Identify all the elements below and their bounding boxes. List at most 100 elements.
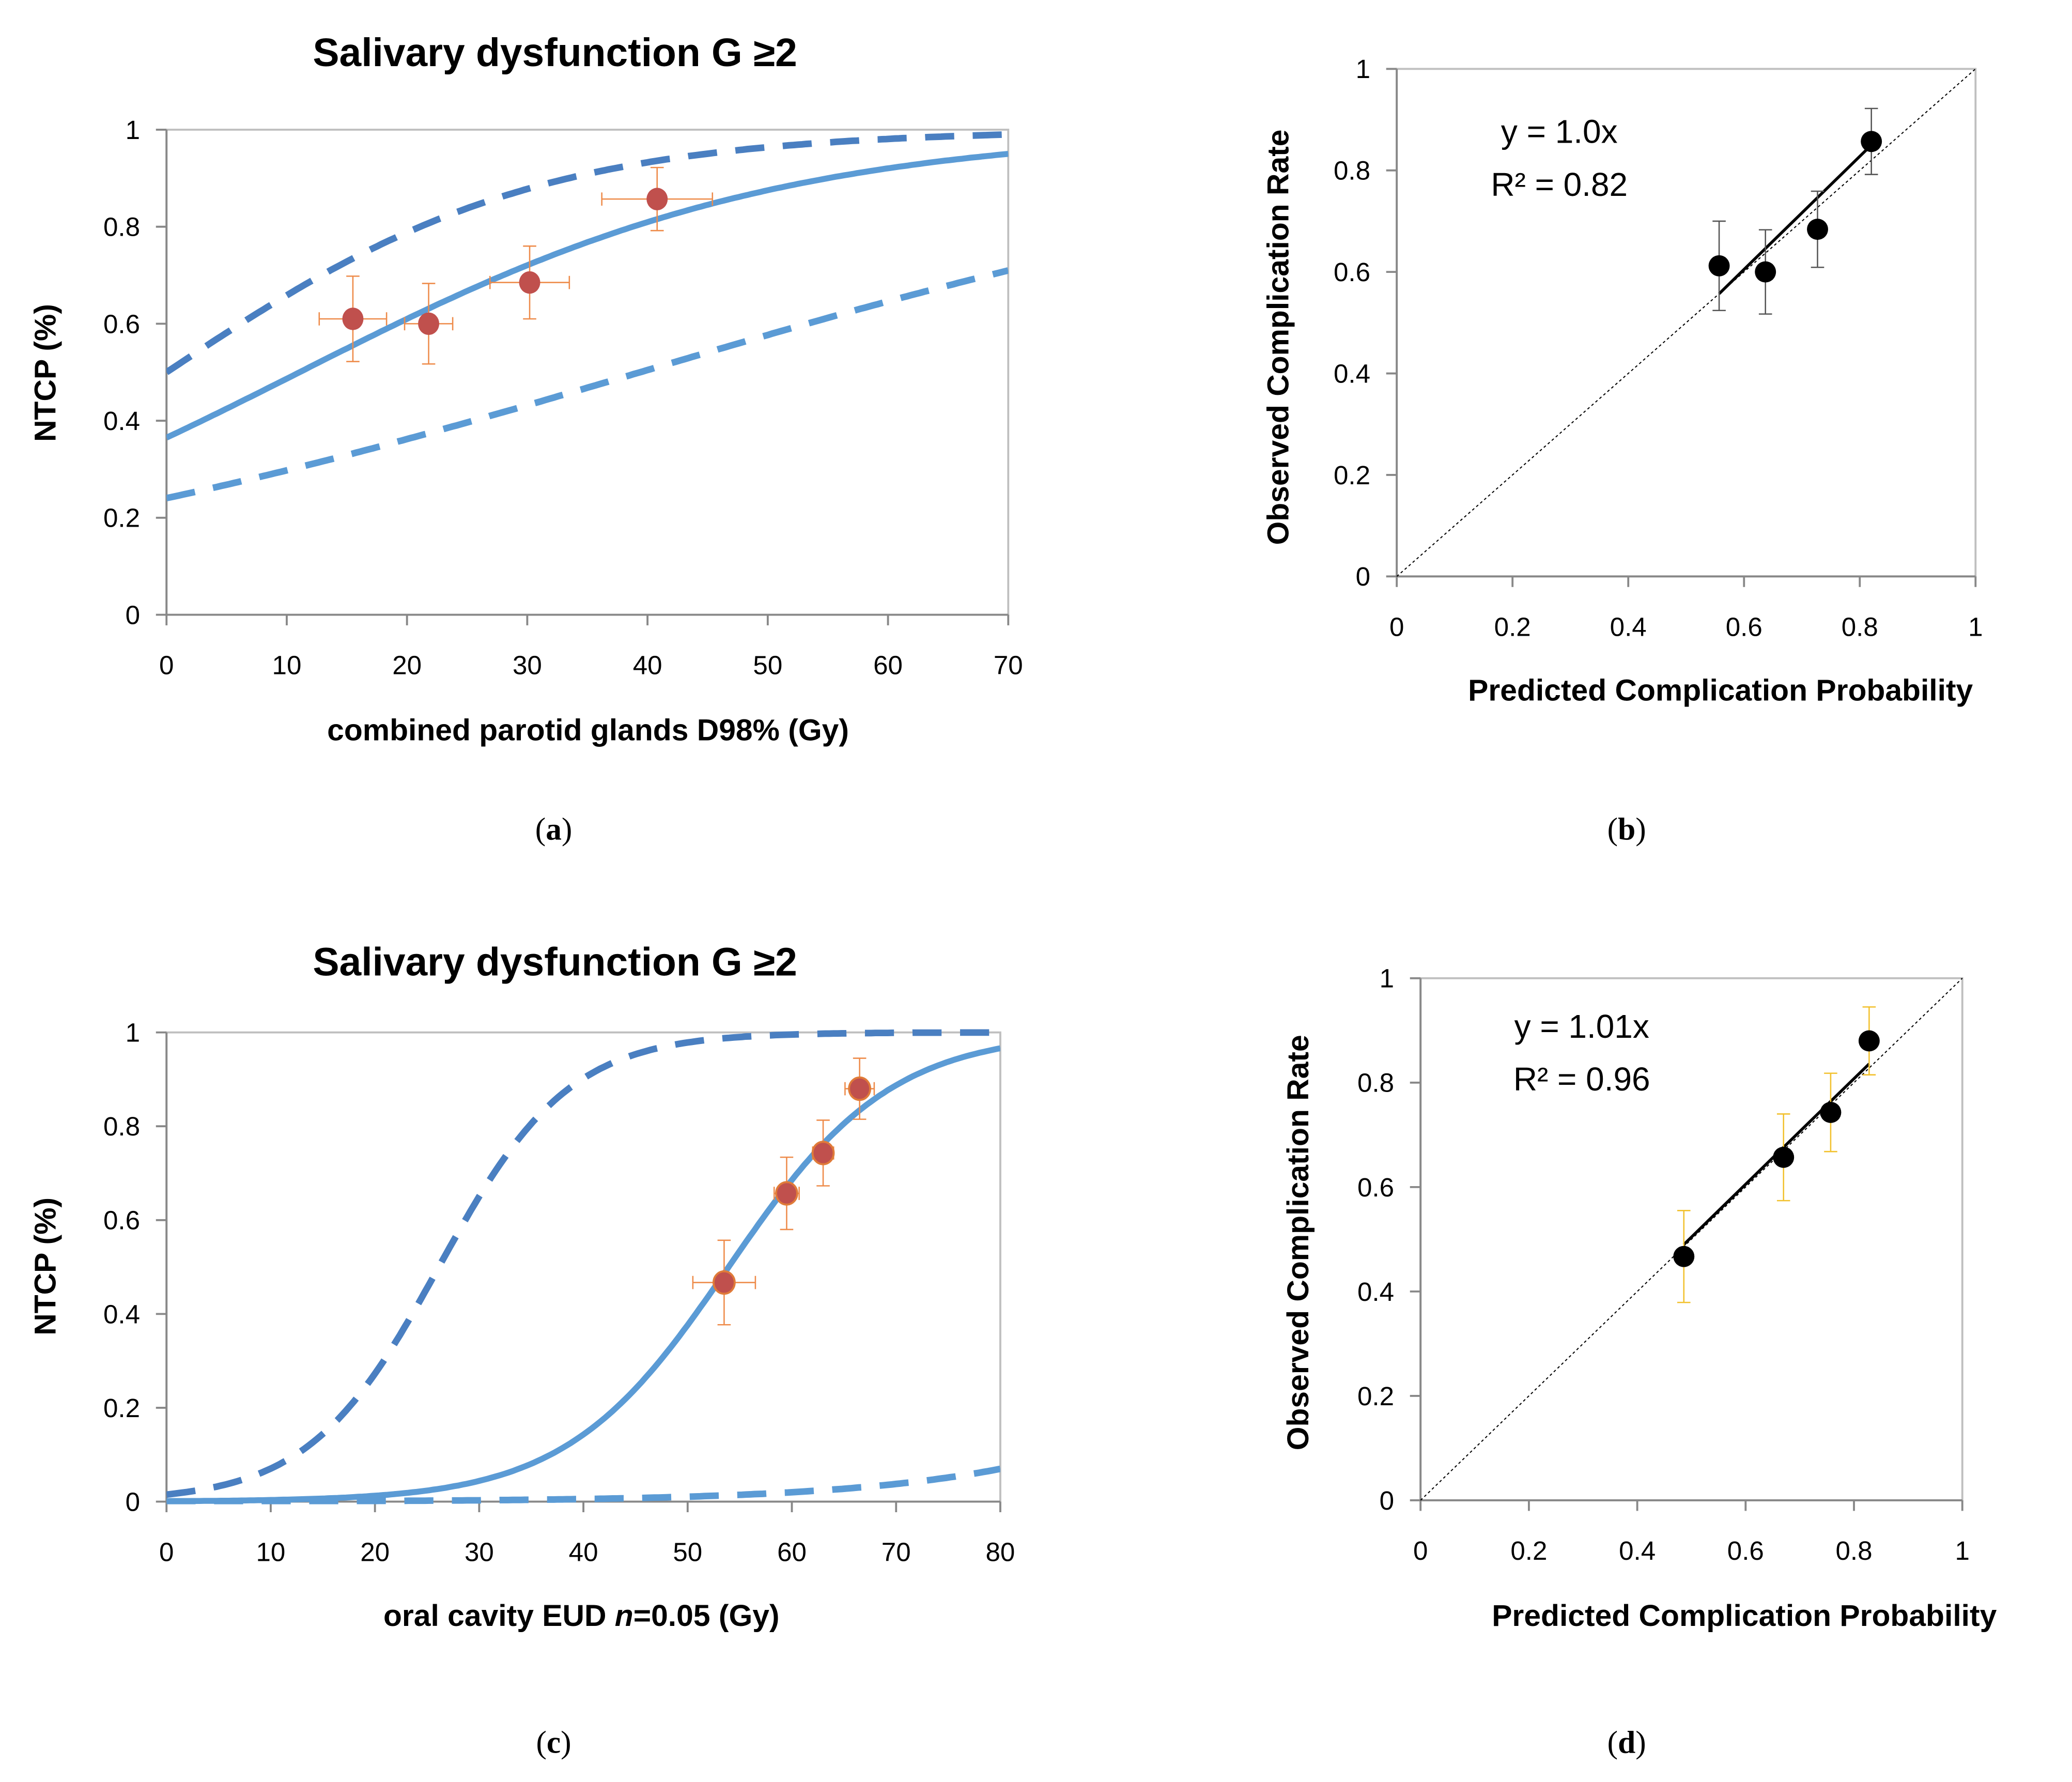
x-tick-label: 10 [272,651,302,680]
fit-line [1718,144,1873,295]
x-tick-label: 20 [392,651,422,680]
caption-paren: ) [562,811,572,847]
x-tick-label: 0 [1413,1536,1428,1565]
marker [519,271,540,294]
curve-upper-ci [166,131,1009,375]
curve-fit [166,1045,1000,1504]
data-point [692,1239,756,1326]
chart-a: 0 10 20 30 40 50 60 70 0 0.2 0.4 0.6 0.8 1 Salivary dy… [28,31,1023,847]
marker [713,1270,736,1295]
x-axis-label: oral cavity EUD n=0.05 (Gy) [383,1599,780,1633]
marker [848,1076,872,1101]
y-tick-label: 1 [1356,54,1370,84]
y-tick-label: 0 [126,600,140,629]
panel-caption: (a) [535,811,573,847]
chart-title: Salivary dysfunction G ≥2 [313,941,797,985]
y-tick-label: 0.2 [103,1393,140,1423]
data-point [1708,220,1730,312]
equation-label: y = 1.0x [1501,113,1618,150]
y-tick-label: 0.8 [1357,1068,1394,1098]
y-tick-label: 0.6 [1334,257,1370,287]
r2-label: R² = 0.96 [1513,1061,1650,1098]
marker [1858,1030,1880,1052]
caption-paren: ( [536,1725,546,1760]
data-point [1820,1072,1842,1153]
y-tick-label: 0.4 [1334,359,1370,388]
marker [1807,219,1828,240]
marker [1773,1146,1795,1168]
caption-letter: c [547,1725,561,1760]
data-point [844,1057,875,1120]
x-tick-label: 1 [1955,1536,1970,1565]
marker [342,308,364,330]
data-point [1807,190,1828,268]
y-axis-label: Observed Complication Rate [1261,129,1295,545]
y-tick-label: 0.6 [103,309,140,339]
marker [418,312,440,335]
x-tick-label: 50 [753,651,782,680]
y-tick-label: 0 [1380,1486,1394,1515]
caption-paren: ( [535,811,546,847]
x-tick-label: 30 [465,1538,494,1567]
data-point [773,1156,800,1231]
data-point [1858,1006,1880,1076]
data-point [601,166,714,232]
x-axis-label-part: n [615,1599,633,1633]
y-axis-label: Observed Complication Rate [1281,1035,1315,1450]
x-axis-label-part: =0.05 (Gy) [633,1599,780,1633]
y-tick-label: 0.8 [103,212,140,242]
x-tick-label: 50 [673,1538,702,1567]
y-tick-label: 0.4 [1357,1277,1394,1307]
y-tick-label: 0.6 [103,1206,140,1235]
x-tick-label: 0.4 [1610,612,1647,641]
curve-fit [166,151,1009,441]
identity-line [1396,68,1976,577]
x-tick-label: 0.2 [1510,1536,1547,1565]
x-tick-label: 30 [513,651,542,680]
y-tick-label: 0.8 [1334,156,1370,186]
x-tick-label: 0 [1389,612,1404,641]
x-tick-label: 10 [256,1538,286,1567]
data-point [811,1119,835,1187]
data-point [1755,229,1776,315]
plot-frame [1396,68,1977,578]
identity-line [1420,978,1963,1501]
marker [1708,255,1730,276]
caption-paren: ) [1635,1725,1646,1760]
x-tick-label: 70 [994,651,1023,680]
x-tick-label: 0 [159,651,174,680]
chart-title: Salivary dysfunction G ≥2 [313,31,797,75]
y-tick-label: 0.2 [103,503,140,533]
marker [1861,131,1882,152]
y-tick-label: 0.8 [103,1112,140,1141]
data-point [1773,1113,1795,1202]
y-tick-label: 0 [1356,562,1370,591]
data-point [318,275,388,362]
x-tick-label: 20 [360,1538,390,1567]
y-axis-label: NTCP (%) [28,1197,62,1335]
x-tick-label: 0.6 [1727,1536,1764,1565]
data-point [1673,1210,1695,1303]
caption-paren: ) [561,1725,571,1760]
marker [811,1141,835,1165]
y-tick-label: 1 [126,1018,140,1048]
marker [1820,1101,1842,1123]
y-tick-label: 1 [1380,964,1394,993]
chart-c: 0 10 20 30 40 50 60 70 80 0 0.2 0.4 0.6 0.8 1 Salivary … [28,941,1015,1760]
chart-d: 0 0.2 0.4 0.6 0.8 1 0 0.2 0.4 0.6 0.8 1 Predicted Co… [1281,964,1997,1760]
x-tick-label: 70 [882,1538,911,1567]
x-axis-label: Predicted Complication Probability [1468,674,1973,708]
panel-caption: (d) [1607,1725,1646,1760]
data-point [1861,107,1882,175]
x-tick-label: 0 [159,1538,174,1567]
x-axis-label: combined parotid glands D98% (Gy) [327,713,849,747]
y-tick-label: 0 [126,1487,140,1516]
caption-paren: ( [1607,1725,1618,1760]
caption-letter: a [546,811,562,847]
marker [646,188,668,210]
data-point [489,245,570,320]
chart-b: 0 0.2 0.4 0.6 0.8 1 0 0.2 0.4 0.6 0.8 1 Predicted Co… [1261,54,1983,847]
x-tick-label: 40 [569,1538,598,1567]
caption-letter: d [1618,1725,1635,1760]
